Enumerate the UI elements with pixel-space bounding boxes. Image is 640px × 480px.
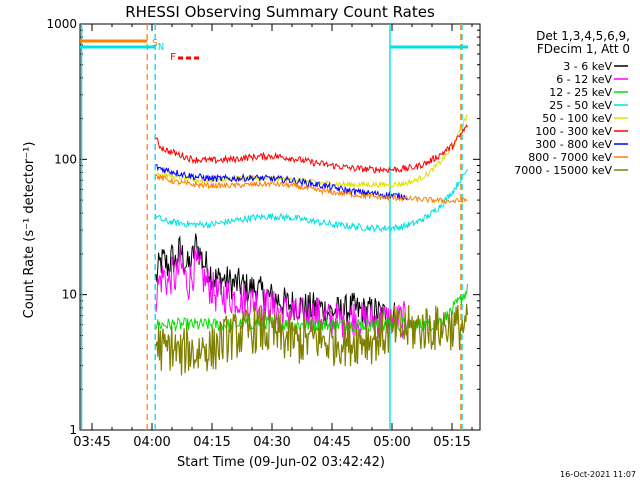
legend-label: 50 - 100 keV	[542, 112, 612, 125]
y-tick-label: 1000	[46, 17, 77, 31]
legend-label: 100 - 300 keV	[535, 125, 612, 138]
y-tick-label: 10	[62, 288, 77, 302]
series-line	[155, 246, 408, 339]
x-tick-label: 03:45	[73, 435, 110, 450]
series-line	[155, 233, 396, 332]
series-line	[155, 168, 468, 233]
legend-label: 12 - 25 keV	[549, 86, 612, 99]
legend-label: 6 - 12 keV	[556, 73, 612, 86]
y-axis-label: Count Rate (s⁻¹ detector⁻¹)	[22, 142, 37, 319]
y-tick-label: 1	[69, 423, 77, 437]
series-line	[155, 174, 468, 205]
x-tick-label: 05:00	[373, 435, 410, 450]
series-line	[155, 303, 469, 376]
chart-title: RHESSI Observing Summary Count Rates	[125, 3, 435, 21]
flag-marker-N: N	[158, 42, 164, 53]
legend-label: 300 - 800 keV	[535, 138, 612, 151]
x-axis-label: Start Time (09-Jun-02 03:42:42)	[177, 455, 385, 470]
series-line	[155, 114, 468, 189]
x-tick-label: 05:15	[433, 435, 470, 450]
plot-area: 1 10 100 1000 03:45 04:00 04:15 04:30 04:45 05:00…	[46, 17, 481, 450]
x-tick-label: 04:00	[133, 435, 170, 450]
legend-label: 3 - 6 keV	[563, 60, 612, 73]
legend-label: 25 - 50 keV	[549, 99, 612, 112]
flag-marker-S: S	[152, 38, 158, 49]
footer-timestamp: 16-Oct-2021 11:07	[560, 470, 636, 479]
legend-header-line: Det 1,3,4,5,6,9,	[536, 29, 630, 43]
x-tick-label: 04:15	[193, 435, 230, 450]
y-tick-label: 100	[54, 152, 77, 166]
legend-label: 800 - 7000 keV	[528, 151, 612, 164]
series-line	[155, 123, 468, 174]
flag-marker-F: F	[170, 52, 176, 63]
plot-frame	[79, 23, 481, 431]
x-tick-label: 04:45	[313, 435, 350, 450]
legend-label: 7000 - 15000 keV	[514, 164, 612, 177]
series-line	[156, 164, 409, 201]
x-tick-label: 04:30	[253, 435, 290, 450]
legend-header-line: FDecim 1, Att 0	[537, 42, 630, 56]
legend-header: Det 1,3,4,5,6,9, FDecim 1, Att 0	[536, 29, 630, 56]
